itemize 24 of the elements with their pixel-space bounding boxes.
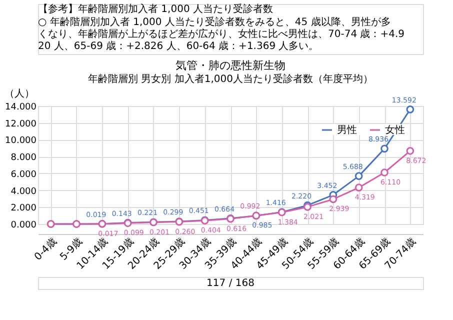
- point: [380, 168, 388, 176]
- legend-label: 男性: [337, 124, 357, 136]
- y-tick-label: 10.000: [5, 136, 37, 146]
- x-tick-label: 0-4歳: [32, 236, 60, 263]
- point: [380, 144, 388, 153]
- text: 【参考】年齢階層別加入者 1,000 人当たり受診者数: [38, 3, 273, 15]
- y-tick-label: 14.000: [5, 102, 37, 112]
- legend-label: 女性: [385, 124, 405, 136]
- y-tick-label: 6.000: [10, 170, 37, 180]
- y-tick-label: 2.000: [10, 204, 37, 214]
- point: [354, 184, 363, 192]
- y-axis-title: （人）: [4, 88, 34, 100]
- chart-subtitle: 年齢階層別 男女別 加入者1,000人当たり受診者数（年度平均）: [88, 73, 373, 85]
- y-tick-label: 12.000: [5, 119, 37, 130]
- y-tick-label: 4.000: [10, 186, 37, 197]
- point: [329, 195, 338, 204]
- point: [354, 172, 363, 180]
- point: [406, 147, 414, 155]
- y-tick-label: 0.000: [10, 220, 37, 230]
- point: [406, 106, 414, 114]
- y-tick-label: 8.000: [10, 153, 37, 164]
- text: ○ 年齢階層別加入者 1,000 人当たり受診者数をみると、45 歳以降、男性が多くなり、年齢階層が上がるほど差が広がり、女性に比べ男性は、70-74 歳：+4.920 人、65-69 歳：+2.826 人、60-64 歳：+1.369 人多い。: [38, 16, 405, 52]
- text: 117 / 168: [206, 278, 254, 289]
- chart-title: 気管・肺の悪性新生物: [176, 59, 286, 72]
